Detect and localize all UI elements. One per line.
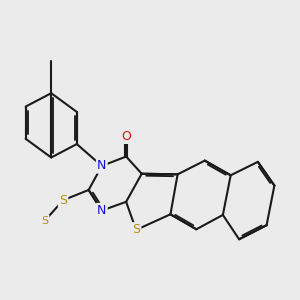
Text: O: O bbox=[121, 130, 131, 143]
Text: S: S bbox=[132, 224, 140, 236]
Text: N: N bbox=[97, 204, 106, 217]
Text: S: S bbox=[41, 215, 49, 226]
Text: S: S bbox=[59, 194, 67, 207]
Text: N: N bbox=[97, 159, 106, 172]
